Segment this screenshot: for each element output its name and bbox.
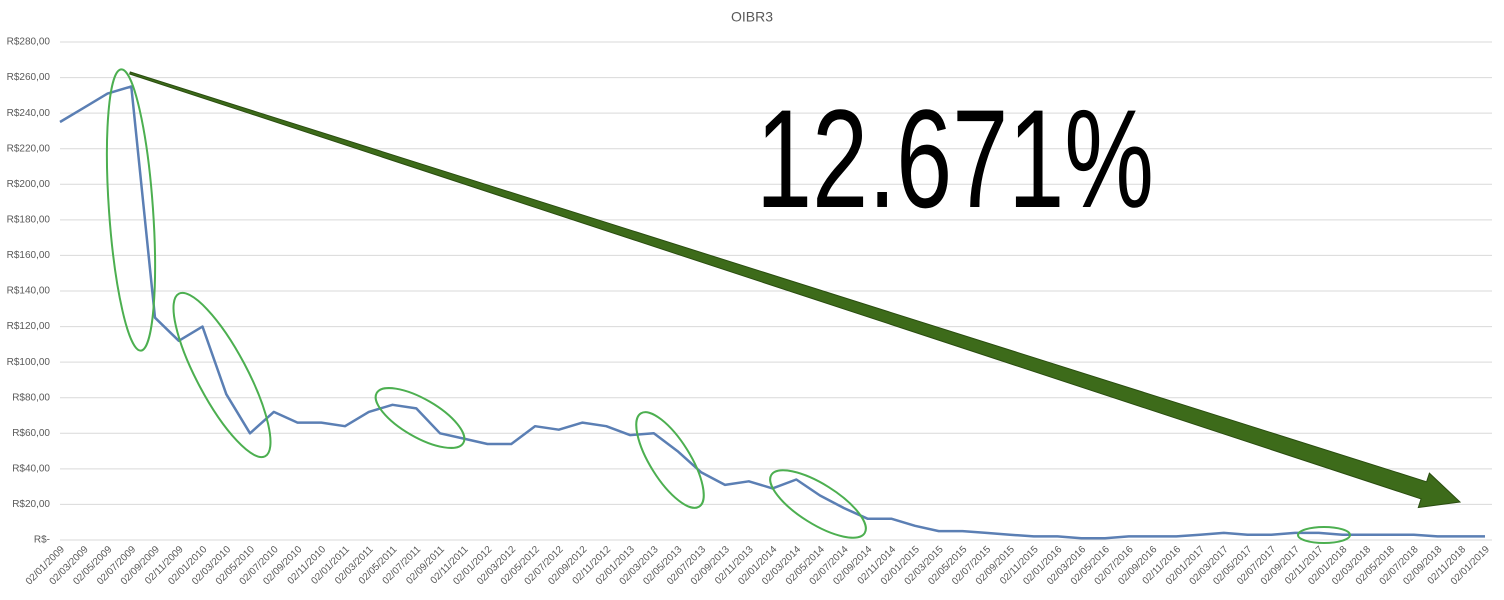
y-tick-label: R$140,00 [7,286,51,297]
y-tick-label: R$200,00 [7,179,51,190]
y-tick-label: R$100,00 [7,357,51,368]
highlight-ellipse [769,469,867,539]
y-tick-label: R$180,00 [7,214,51,225]
chart-title: OIBR3 [731,9,773,25]
highlight-ellipse [172,291,272,459]
y-tick-label: R$260,00 [7,72,51,83]
y-tick-label: R$80,00 [12,392,50,403]
highlight-ellipse [374,387,466,449]
y-tick-label: R$280,00 [7,37,51,48]
y-tick-label: R$60,00 [12,428,50,439]
y-tick-label: R$240,00 [7,108,51,119]
highlight-ellipse [1297,526,1351,544]
trend-arrow [129,71,1462,509]
highlight-ellipse [635,411,705,509]
annotation: 12.671% [756,81,1154,237]
y-tick-label: R$40,00 [12,463,50,474]
y-tick-label: R$120,00 [7,321,51,332]
y-tick-label: R$160,00 [7,250,51,261]
y-tick-label: R$220,00 [7,143,51,154]
y-tick-label: R$20,00 [12,499,50,510]
grid: R$- R$20,00 R$40,00 R$60,00 R$80,00 R$100,00 R… [7,37,1493,588]
highlights [105,68,1351,544]
highlight-ellipse [105,68,157,352]
y-tick-label: R$- [34,535,50,546]
